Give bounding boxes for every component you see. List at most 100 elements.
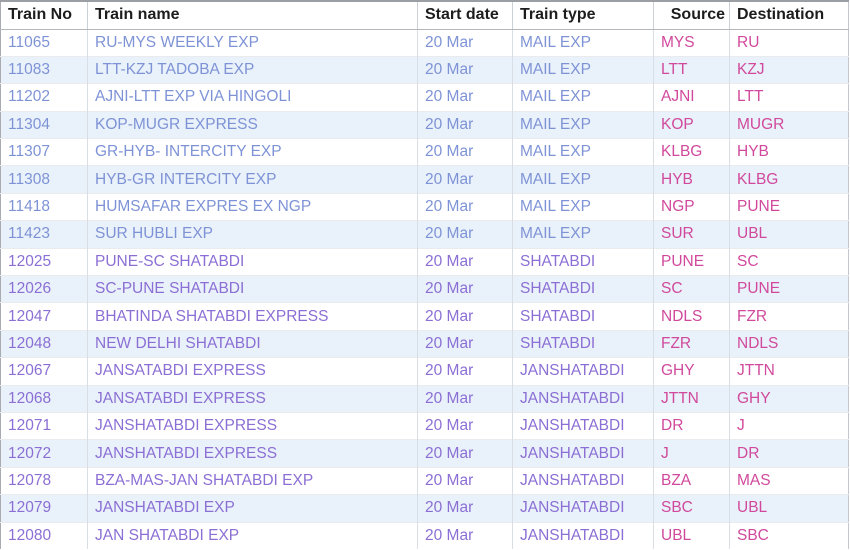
- start-date-link[interactable]: 20 Mar: [425, 115, 474, 133]
- train-name-link[interactable]: SUR HUBLI EXP: [95, 225, 214, 243]
- start-date-link[interactable]: 20 Mar: [425, 334, 474, 352]
- source-link[interactable]: LTT: [661, 61, 688, 79]
- train-name-link[interactable]: JANSHATABDI EXP: [95, 499, 235, 517]
- destination-link[interactable]: PUNE: [737, 198, 781, 216]
- destination-link[interactable]: LTT: [737, 88, 764, 106]
- source-link[interactable]: JTTN: [661, 389, 699, 407]
- train-type-link[interactable]: MAIL EXP: [520, 143, 591, 161]
- source-link[interactable]: BZA: [661, 471, 692, 489]
- train-no-link[interactable]: 11065: [8, 33, 50, 51]
- destination-link[interactable]: HYB: [737, 143, 769, 161]
- start-date-link[interactable]: 20 Mar: [425, 389, 474, 407]
- train-no-link[interactable]: 11304: [8, 115, 50, 133]
- train-name-link[interactable]: AJNI-LTT EXP VIA HINGOLI: [95, 88, 292, 106]
- start-date-link[interactable]: 20 Mar: [425, 307, 474, 325]
- start-date-link[interactable]: 20 Mar: [425, 499, 474, 517]
- source-link[interactable]: SBC: [661, 499, 693, 517]
- start-date-link[interactable]: 20 Mar: [425, 61, 474, 79]
- train-type-link[interactable]: JANSHATABDI: [520, 526, 625, 544]
- train-type-link[interactable]: MAIL EXP: [520, 170, 591, 188]
- train-type-link[interactable]: MAIL EXP: [520, 198, 591, 216]
- train-type-link[interactable]: JANSHATABDI: [520, 444, 625, 462]
- start-date-link[interactable]: 20 Mar: [425, 88, 474, 106]
- train-type-link[interactable]: JANSHATABDI: [520, 362, 625, 380]
- train-type-link[interactable]: MAIL EXP: [520, 61, 591, 79]
- source-link[interactable]: PUNE: [661, 252, 705, 270]
- train-no-link[interactable]: 12068: [8, 389, 52, 407]
- source-link[interactable]: UBL: [661, 526, 692, 544]
- train-no-link[interactable]: 12067: [8, 362, 52, 380]
- train-no-link[interactable]: 11308: [8, 170, 50, 188]
- source-link[interactable]: AJNI: [661, 88, 695, 106]
- train-no-link[interactable]: 12071: [8, 417, 52, 435]
- train-name-link[interactable]: RU-MYS WEEKLY EXP: [95, 33, 259, 51]
- train-name-link[interactable]: JANSATABDI EXPRESS: [95, 362, 266, 380]
- train-no-link[interactable]: 12026: [8, 280, 52, 298]
- start-date-link[interactable]: 20 Mar: [425, 252, 474, 270]
- destination-link[interactable]: DR: [737, 444, 760, 462]
- train-name-link[interactable]: BZA-MAS-JAN SHATABDI EXP: [95, 471, 314, 489]
- start-date-link[interactable]: 20 Mar: [425, 526, 474, 544]
- train-name-link[interactable]: JAN SHATABDI EXP: [95, 526, 240, 544]
- start-date-link[interactable]: 20 Mar: [425, 225, 474, 243]
- train-type-link[interactable]: JANSHATABDI: [520, 417, 625, 435]
- train-no-link[interactable]: 11083: [8, 61, 50, 79]
- train-no-link[interactable]: 12048: [8, 334, 52, 352]
- train-no-link[interactable]: 12072: [8, 444, 52, 462]
- train-no-link[interactable]: 12047: [8, 307, 52, 325]
- train-name-link[interactable]: PUNE-SC SHATABDI: [95, 252, 245, 270]
- destination-link[interactable]: MAS: [737, 471, 771, 489]
- source-link[interactable]: FZR: [661, 334, 692, 352]
- train-type-link[interactable]: JANSHATABDI: [520, 499, 625, 517]
- train-name-link[interactable]: HUMSAFAR EXPRES EX NGP: [95, 198, 312, 216]
- destination-link[interactable]: NDLS: [737, 334, 779, 352]
- train-name-link[interactable]: BHATINDA SHATABDI EXPRESS: [95, 307, 329, 325]
- start-date-link[interactable]: 20 Mar: [425, 417, 474, 435]
- start-date-link[interactable]: 20 Mar: [425, 280, 474, 298]
- train-type-link[interactable]: MAIL EXP: [520, 33, 591, 51]
- train-name-link[interactable]: KOP-MUGR EXPRESS: [95, 115, 258, 133]
- source-link[interactable]: HYB: [661, 170, 693, 188]
- train-type-link[interactable]: SHATABDI: [520, 334, 596, 352]
- train-no-link[interactable]: 12080: [8, 526, 52, 544]
- start-date-link[interactable]: 20 Mar: [425, 198, 474, 216]
- train-no-link[interactable]: 11202: [8, 88, 50, 106]
- train-no-link[interactable]: 11418: [8, 198, 50, 216]
- start-date-link[interactable]: 20 Mar: [425, 170, 474, 188]
- destination-link[interactable]: GHY: [737, 389, 771, 407]
- train-type-link[interactable]: JANSHATABDI: [520, 389, 625, 407]
- train-type-link[interactable]: MAIL EXP: [520, 88, 591, 106]
- train-no-link[interactable]: 12078: [8, 471, 52, 489]
- train-name-link[interactable]: HYB-GR INTERCITY EXP: [95, 170, 277, 188]
- train-type-link[interactable]: MAIL EXP: [520, 225, 591, 243]
- train-name-link[interactable]: LTT-KZJ TADOBA EXP: [95, 61, 255, 79]
- destination-link[interactable]: RU: [737, 33, 760, 51]
- destination-link[interactable]: J: [737, 417, 745, 435]
- train-name-link[interactable]: GR-HYB- INTERCITY EXP: [95, 143, 282, 161]
- train-name-link[interactable]: JANSATABDI EXPRESS: [95, 389, 266, 407]
- train-no-link[interactable]: 12025: [8, 252, 52, 270]
- train-type-link[interactable]: SHATABDI: [520, 252, 596, 270]
- destination-link[interactable]: KZJ: [737, 61, 765, 79]
- destination-link[interactable]: KLBG: [737, 170, 779, 188]
- source-link[interactable]: MYS: [661, 33, 695, 51]
- source-link[interactable]: DR: [661, 417, 684, 435]
- source-link[interactable]: NGP: [661, 198, 695, 216]
- destination-link[interactable]: PUNE: [737, 280, 781, 298]
- train-type-link[interactable]: SHATABDI: [520, 280, 596, 298]
- train-type-link[interactable]: SHATABDI: [520, 307, 596, 325]
- start-date-link[interactable]: 20 Mar: [425, 33, 474, 51]
- train-no-link[interactable]: 11307: [8, 143, 50, 161]
- destination-link[interactable]: SBC: [737, 526, 769, 544]
- source-link[interactable]: NDLS: [661, 307, 703, 325]
- train-no-link[interactable]: 11423: [8, 225, 50, 243]
- source-link[interactable]: SUR: [661, 225, 694, 243]
- train-type-link[interactable]: JANSHATABDI: [520, 471, 625, 489]
- source-link[interactable]: KOP: [661, 115, 694, 133]
- train-type-link[interactable]: MAIL EXP: [520, 115, 591, 133]
- destination-link[interactable]: UBL: [737, 499, 768, 517]
- destination-link[interactable]: FZR: [737, 307, 768, 325]
- train-name-link[interactable]: JANSHATABDI EXPRESS: [95, 417, 278, 435]
- train-name-link[interactable]: NEW DELHI SHATABDI: [95, 334, 261, 352]
- train-no-link[interactable]: 12079: [8, 499, 52, 517]
